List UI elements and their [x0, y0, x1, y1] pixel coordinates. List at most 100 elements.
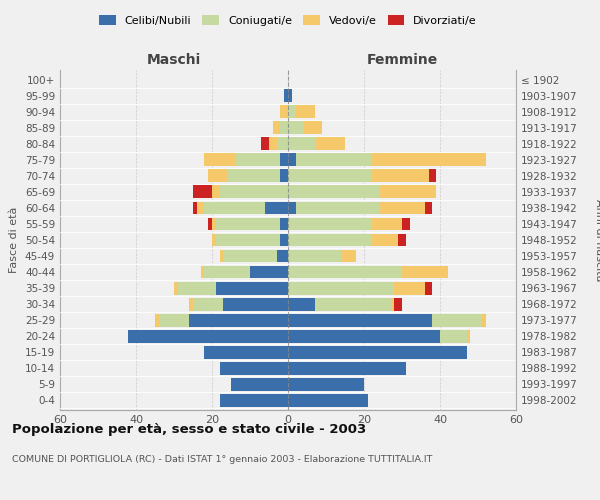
- Bar: [220, 362, 288, 374]
- Bar: [193, 186, 212, 198]
- Bar: [428, 170, 436, 182]
- Bar: [212, 218, 216, 230]
- Bar: [288, 218, 371, 230]
- Bar: [379, 202, 425, 214]
- Bar: [223, 250, 277, 262]
- Bar: [288, 154, 296, 166]
- Bar: [288, 250, 341, 262]
- Bar: [288, 170, 371, 182]
- Bar: [482, 314, 485, 326]
- Bar: [288, 298, 314, 310]
- Legend: Celibi/Nubili, Coniugati/e, Vedovi/e, Divorziati/e: Celibi/Nubili, Coniugati/e, Vedovi/e, Di…: [95, 10, 481, 30]
- Bar: [402, 218, 410, 230]
- Text: Femmine: Femmine: [367, 53, 437, 67]
- Bar: [371, 218, 402, 230]
- Bar: [314, 138, 345, 150]
- Bar: [288, 186, 379, 198]
- Bar: [205, 266, 250, 278]
- Bar: [227, 170, 280, 182]
- Bar: [280, 122, 288, 134]
- Bar: [402, 266, 448, 278]
- Bar: [371, 234, 398, 246]
- Bar: [189, 314, 288, 326]
- Bar: [296, 106, 314, 118]
- Bar: [425, 282, 433, 294]
- Bar: [216, 234, 280, 246]
- Bar: [314, 298, 391, 310]
- Bar: [277, 138, 288, 150]
- Bar: [288, 122, 303, 134]
- Bar: [284, 89, 288, 102]
- Bar: [296, 202, 379, 214]
- Bar: [231, 378, 288, 391]
- Bar: [280, 154, 288, 166]
- Bar: [265, 202, 288, 214]
- Bar: [193, 298, 223, 310]
- Bar: [433, 314, 482, 326]
- Bar: [288, 394, 368, 407]
- Bar: [288, 202, 296, 214]
- Bar: [280, 218, 288, 230]
- Bar: [288, 138, 314, 150]
- Text: Popolazione per età, sesso e stato civile - 2003: Popolazione per età, sesso e stato civil…: [12, 422, 366, 436]
- Bar: [235, 154, 280, 166]
- Bar: [280, 170, 288, 182]
- Bar: [197, 202, 205, 214]
- Bar: [205, 202, 265, 214]
- Bar: [223, 298, 288, 310]
- Bar: [262, 138, 269, 150]
- Bar: [273, 122, 280, 134]
- Bar: [205, 154, 235, 166]
- Bar: [288, 234, 371, 246]
- Bar: [288, 362, 406, 374]
- Bar: [296, 154, 371, 166]
- Bar: [391, 298, 394, 310]
- Bar: [398, 234, 406, 246]
- Bar: [174, 282, 178, 294]
- Bar: [303, 122, 322, 134]
- Bar: [220, 250, 223, 262]
- Bar: [288, 346, 467, 358]
- Bar: [212, 186, 220, 198]
- Bar: [280, 234, 288, 246]
- Bar: [288, 314, 433, 326]
- Bar: [269, 138, 277, 150]
- Bar: [220, 394, 288, 407]
- Bar: [208, 218, 212, 230]
- Bar: [250, 266, 288, 278]
- Bar: [288, 282, 394, 294]
- Bar: [440, 330, 467, 342]
- Bar: [220, 186, 288, 198]
- Bar: [128, 330, 288, 342]
- Bar: [216, 218, 280, 230]
- Bar: [467, 330, 470, 342]
- Bar: [288, 378, 364, 391]
- Bar: [288, 106, 296, 118]
- Bar: [288, 330, 440, 342]
- Bar: [280, 106, 288, 118]
- Bar: [178, 282, 216, 294]
- Bar: [425, 202, 433, 214]
- Bar: [155, 314, 159, 326]
- Bar: [200, 266, 205, 278]
- Y-axis label: Fasce di età: Fasce di età: [10, 207, 19, 273]
- Bar: [394, 298, 402, 310]
- Bar: [212, 234, 216, 246]
- Bar: [288, 89, 292, 102]
- Bar: [379, 186, 436, 198]
- Bar: [371, 170, 428, 182]
- Bar: [189, 298, 193, 310]
- Bar: [341, 250, 356, 262]
- Bar: [216, 282, 288, 294]
- Bar: [394, 282, 425, 294]
- Bar: [208, 170, 227, 182]
- Bar: [159, 314, 189, 326]
- Text: Maschi: Maschi: [147, 53, 201, 67]
- Y-axis label: Anni di nascita: Anni di nascita: [594, 198, 600, 281]
- Bar: [205, 346, 288, 358]
- Bar: [371, 154, 485, 166]
- Bar: [288, 266, 402, 278]
- Bar: [193, 202, 197, 214]
- Bar: [277, 250, 288, 262]
- Text: COMUNE DI PORTIGLIOLA (RC) - Dati ISTAT 1° gennaio 2003 - Elaborazione TUTTITALI: COMUNE DI PORTIGLIOLA (RC) - Dati ISTAT …: [12, 455, 433, 464]
